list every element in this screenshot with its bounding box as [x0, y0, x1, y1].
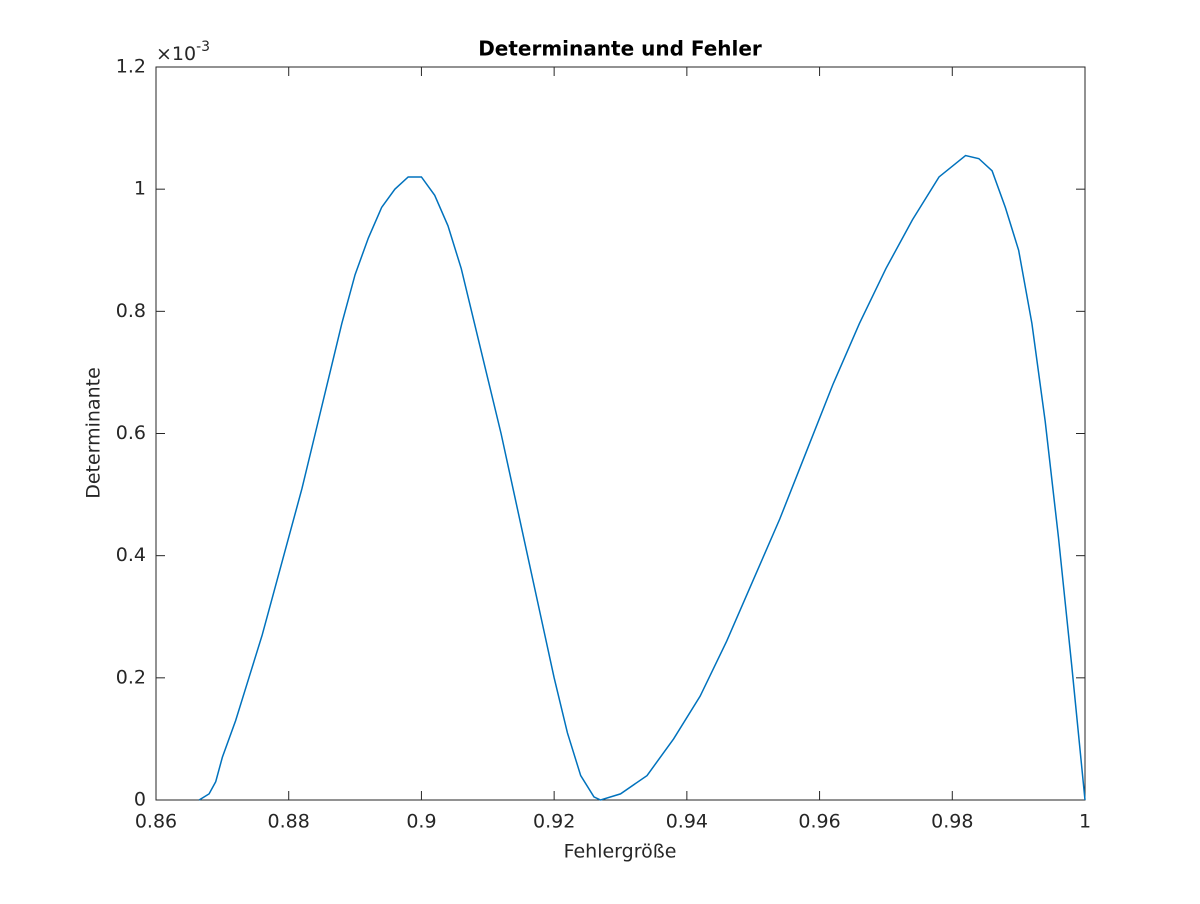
data-line: [198, 154, 1086, 801]
x-tick-label: 0.98: [931, 811, 973, 833]
x-tick-label: 0.88: [268, 811, 310, 833]
x-tick-label: 1: [1079, 811, 1091, 833]
y-multiplier-exponent: -3: [196, 39, 210, 55]
y-tick-label: 0: [134, 789, 146, 811]
y-tick-label: 0.8: [116, 300, 146, 322]
x-tick-label: 0.86: [135, 811, 177, 833]
x-tick-label: 0.94: [666, 811, 708, 833]
chart-title: Determinante und Fehler: [478, 37, 762, 61]
y-tick-label: 0.4: [116, 544, 146, 566]
y-tick-label: 0.6: [116, 422, 146, 444]
y-tick-label: 1.2: [116, 56, 146, 78]
y-multiplier-base: ×10: [156, 43, 196, 65]
x-tick-label: 0.9: [406, 811, 436, 833]
x-tick-label: 0.92: [533, 811, 575, 833]
x-axis-label: Fehlergröße: [564, 841, 677, 863]
y-tick-label: 1: [134, 178, 146, 200]
x-tick-label: 0.96: [798, 811, 840, 833]
y-tick-label: 0.2: [116, 666, 146, 688]
y-multiplier: ×10-3: [156, 39, 210, 65]
plot-box: [155, 66, 1086, 801]
y-axis-label: Determinante: [83, 367, 105, 499]
